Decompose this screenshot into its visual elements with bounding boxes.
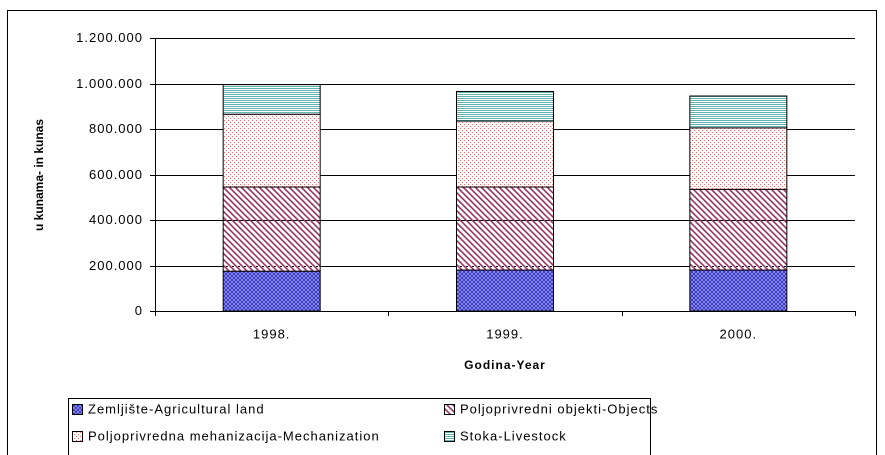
y-axis-title: u kunama- in kunas: [32, 119, 46, 231]
bar-segment: [222, 270, 321, 312]
x-axis-title: Godina-Year: [464, 358, 546, 372]
legend-label: Zemljište-Agricultural land: [88, 401, 265, 416]
y-tick-label: 600.000: [89, 167, 143, 182]
chart-frame: [7, 10, 877, 455]
x-tick-label: 2000.: [720, 326, 758, 341]
bar-segment: [222, 84, 321, 115]
legend-swatch: [444, 431, 455, 442]
y-tick-label: 1.200.000: [76, 30, 143, 45]
y-tick-label: 200.000: [89, 258, 143, 273]
bar-segment: [689, 95, 788, 129]
legend-swatch: [444, 404, 455, 415]
y-tick-label: 1.000.000: [76, 76, 143, 91]
y-tick-label: 0: [135, 303, 143, 318]
x-tick-label: 1999.: [486, 326, 524, 341]
bar-segment: [689, 127, 788, 190]
bar-segment: [456, 120, 554, 188]
legend-label: Stoka-Livestock: [460, 428, 567, 443]
legend-swatch: [72, 431, 83, 442]
bar-segment: [456, 269, 554, 312]
legend-box: [68, 398, 651, 455]
legend-label: Poljoprivredna mehanizacija-Mechanizatio…: [88, 428, 380, 443]
y-tick-label: 800.000: [89, 121, 143, 136]
bar-segment: [456, 90, 554, 122]
bar-segment: [222, 113, 321, 188]
y-tick-label: 400.000: [89, 212, 143, 227]
legend-swatch: [72, 404, 83, 415]
legend-label: Poljoprivredni objekti-Objects: [460, 401, 658, 416]
bar-segment: [456, 186, 554, 271]
bar-segment: [689, 269, 788, 312]
bar-segment: [689, 188, 788, 271]
bar-segment: [222, 186, 321, 272]
x-tick-label: 1998.: [253, 326, 291, 341]
